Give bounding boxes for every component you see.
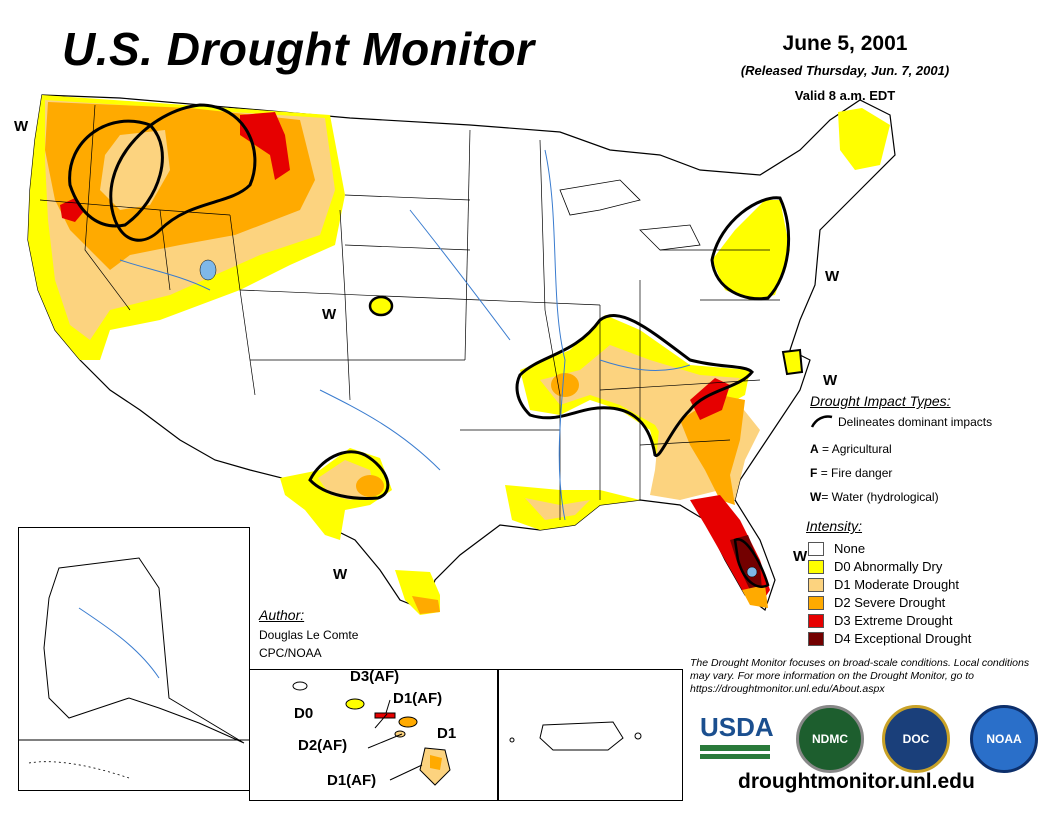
author-block: Douglas Le Comte CPC/NOAA <box>259 626 358 662</box>
footer-url[interactable]: droughtmonitor.unl.edu <box>738 770 975 793</box>
water-impact-label-northeast: W <box>825 268 840 285</box>
water-impact-label-nebraska: W <box>322 306 337 323</box>
impact-outline-nw-2 <box>109 103 257 242</box>
d0-maine <box>838 108 890 170</box>
hawaii-label-d1: D1 <box>437 725 457 742</box>
swatch-d1 <box>808 578 824 592</box>
impact-fire-key: F <box>810 466 818 480</box>
legend-none: None <box>834 541 866 556</box>
impact-legend-title: Drought Impact Types: <box>810 393 951 409</box>
d0-delmarva <box>781 348 804 376</box>
impact-line-icon <box>810 415 833 428</box>
legend-d2: D2 Severe Drought <box>834 595 946 610</box>
water-impact-label-midatlantic: W <box>823 372 838 389</box>
water-impact-label-northwest: W <box>14 118 29 135</box>
map-title: U.S. Drought Monitor <box>62 23 535 75</box>
hawaii-label-d0: D0 <box>294 705 314 722</box>
lake-okeechobee <box>746 566 758 578</box>
swatch-d4 <box>808 632 824 646</box>
impact-water-label: = Water (hydrological) <box>821 490 939 504</box>
legend-d3: D3 Extreme Drought <box>834 613 953 628</box>
legend-d0: D0 Abnormally Dry <box>834 559 943 574</box>
d1-pocket <box>100 130 170 210</box>
commerce-seal-logo: DOC <box>882 705 950 773</box>
hawaii-label-d3af: D3(AF) <box>350 668 400 685</box>
legend-d4: D4 Exceptional Drought <box>834 631 972 646</box>
swatch-none <box>808 542 824 556</box>
great-salt-lake <box>199 259 217 281</box>
impact-agricultural-label: = Agricultural <box>822 442 892 456</box>
swatch-d2 <box>808 596 824 610</box>
impact-agricultural-row: A = Agricultural <box>810 442 892 456</box>
noaa-logo: NOAA <box>970 705 1038 773</box>
swatch-d3 <box>808 614 824 628</box>
water-impact-label-florida: W <box>793 548 808 565</box>
impact-delineates-label: Delineates dominant impacts <box>838 415 993 429</box>
d2-southeast <box>680 395 745 505</box>
hawaii-label-d1af-top: D1(AF) <box>393 690 443 707</box>
valid-time: Valid 8 a.m. EDT <box>794 88 896 103</box>
intensity-legend-title: Intensity: <box>806 518 863 534</box>
ndmc-logo-text: NDMC <box>812 732 848 746</box>
d3-montana <box>240 112 290 180</box>
d2-florida-tip <box>742 585 768 608</box>
swatch-d0 <box>808 560 824 574</box>
hawaii-label-d2af: D2(AF) <box>298 737 348 754</box>
noaa-logo-text: NOAA <box>986 732 1022 746</box>
d0-nebraska <box>368 295 394 317</box>
d3-carolinas <box>690 378 730 420</box>
commerce-logo-text: DOC <box>902 732 930 746</box>
d2-texas-west <box>356 475 384 497</box>
d2-northwest <box>45 102 315 270</box>
d2-kentucky <box>551 373 579 397</box>
impact-fire-label: = Fire danger <box>820 466 893 480</box>
hawaii-map <box>292 681 451 786</box>
author-name: Douglas Le Comte <box>259 628 359 642</box>
alaska-inset <box>18 527 250 791</box>
legend-d1: D1 Moderate Drought <box>834 577 960 592</box>
d1-gulf <box>525 498 590 520</box>
hawaii-label-d1af-bottom: D1(AF) <box>327 772 377 789</box>
puerto-rico-inset <box>497 669 683 801</box>
usda-logo: USDA <box>700 712 774 762</box>
impact-outline-northeast <box>710 196 791 301</box>
ndmc-logo: NDMC <box>796 705 864 773</box>
impact-water-row: W= Water (hydrological) <box>810 490 939 504</box>
impact-fire-row: F = Fire danger <box>810 466 892 480</box>
map-date: June 5, 2001 <box>782 32 908 55</box>
impact-outline-texas <box>308 450 390 500</box>
rivers <box>119 149 691 521</box>
water-impact-label-texas: W <box>333 566 348 583</box>
d2-texas-south <box>412 596 440 614</box>
author-org: CPC/NOAA <box>259 646 322 660</box>
puerto-rico-map <box>509 721 642 751</box>
state-borders <box>39 104 780 520</box>
usda-logo-text: USDA <box>700 712 774 742</box>
impact-outline-florida <box>733 538 770 588</box>
impact-outline-ohio <box>515 314 754 457</box>
usda-stripe-icon <box>700 745 770 751</box>
impact-water-key: W <box>810 490 822 504</box>
disclaimer-text: The Drought Monitor focuses on broad-sca… <box>690 657 1030 695</box>
release-date: (Released Thursday, Jun. 7, 2001) <box>740 63 950 78</box>
hawaii-inset <box>249 669 499 801</box>
impact-outline-nw-1 <box>68 119 164 228</box>
alaska-map <box>19 557 249 779</box>
author-title: Author: <box>259 607 305 623</box>
usda-stripe-icon-2 <box>700 754 770 759</box>
impact-agricultural-key: A <box>810 442 819 456</box>
great-lakes <box>559 179 701 251</box>
